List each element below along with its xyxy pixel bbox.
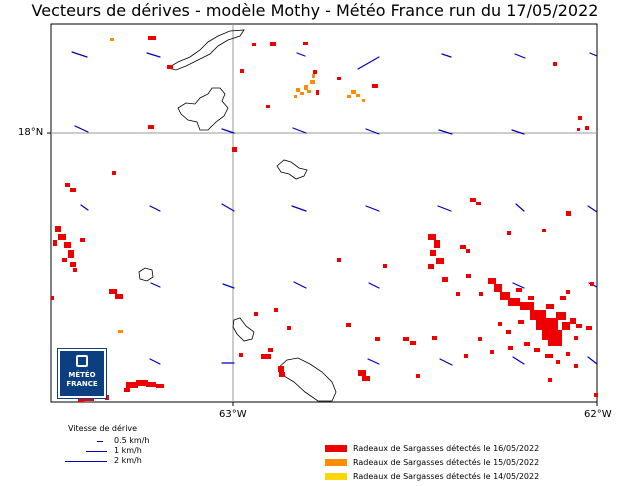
drift-vectors <box>71 51 598 366</box>
drift-vector <box>221 128 235 134</box>
drift-vector <box>365 205 380 212</box>
drift-vector <box>71 51 88 58</box>
drift-vector <box>150 282 161 288</box>
detection-legend-label: Radeaux de Sargasses détectés le 14/05/2… <box>353 472 540 481</box>
drift-vector <box>222 283 235 289</box>
detection-legend-row: Radeaux de Sargasses détectés le 14/05/2… <box>325 471 585 482</box>
speed-legend-row: 1 km/h <box>60 446 200 456</box>
swatch-16-05 <box>325 445 347 452</box>
detection-legend-label: Radeaux de Sargasses détectés le 15/05/2… <box>353 458 540 467</box>
speed-line-0-5 <box>97 441 103 442</box>
drift-vector <box>74 125 89 133</box>
drift-vector <box>292 127 307 134</box>
sargassum-15-05 <box>110 38 365 333</box>
speed-legend-row: 0.5 km/h <box>60 436 200 446</box>
coast-saba <box>138 267 154 282</box>
drift-vector <box>146 52 161 58</box>
coast-st-kitts <box>277 357 337 402</box>
drift-vector <box>439 358 453 366</box>
detection-legend-row: Radeaux de Sargasses détectés le 16/05/2… <box>325 443 585 454</box>
speed-legend-label: 0.5 km/h <box>114 436 150 445</box>
speed-legend-label: 1 km/h <box>114 446 142 455</box>
drift-vector <box>365 128 380 135</box>
drift-vector <box>367 358 380 365</box>
drift-vector <box>80 204 89 211</box>
lon-label-63w: 63°W <box>219 409 247 420</box>
drift-vector <box>587 356 598 365</box>
meteo-france-logo: MÉTÉO FRANCE <box>58 349 106 398</box>
drift-vector <box>438 129 453 135</box>
lat-label-18n: 18°N <box>18 127 44 138</box>
sargassum-16-05 <box>51 36 598 402</box>
drift-vector <box>293 281 307 289</box>
swatch-14-05 <box>325 473 347 480</box>
drift-vector <box>149 358 161 365</box>
lon-label-62w: 62°W <box>584 409 612 420</box>
map-frame <box>50 23 598 403</box>
logo-line1: MÉTÉO <box>68 371 96 379</box>
detection-legend-row: Radeaux de Sargasses détectés le 15/05/2… <box>325 457 585 468</box>
drift-vector <box>515 203 525 212</box>
drift-vector <box>437 205 452 212</box>
speed-legend-header: Vitesse de dérive <box>68 424 138 433</box>
speed-legend-label: 2 km/h <box>114 456 142 465</box>
drift-vector <box>512 282 525 289</box>
map-title: Vecteurs de dérives - modèle Mothy - Mét… <box>31 1 599 20</box>
logo-line2: FRANCE <box>66 380 98 388</box>
drift-vector <box>441 53 452 58</box>
drift-vector <box>296 52 306 57</box>
drift-vector <box>149 205 161 212</box>
coast-st-barthelemy <box>276 159 308 180</box>
speed-line-1 <box>86 451 107 452</box>
coast-saint-martin <box>177 87 229 131</box>
drift-vector <box>514 53 526 59</box>
drift-vector <box>357 56 380 70</box>
drift-vector <box>368 282 380 289</box>
drift-vector <box>587 205 598 213</box>
swatch-15-05 <box>325 459 347 466</box>
drift-vector <box>511 129 525 135</box>
detection-legend-label: Radeaux de Sargasses détectés le 16/05/2… <box>353 444 540 453</box>
meteo-france-mark-icon <box>76 355 88 367</box>
drift-vector <box>291 205 307 212</box>
coastlines <box>138 29 337 402</box>
drift-vector <box>589 52 598 57</box>
drift-vector <box>512 356 525 365</box>
speed-legend-row: 2 km/h <box>60 456 200 466</box>
coast-anguilla <box>166 29 245 71</box>
speed-line-2 <box>65 461 107 462</box>
drift-vector <box>221 203 235 212</box>
coast-st-eustatius <box>232 317 255 342</box>
